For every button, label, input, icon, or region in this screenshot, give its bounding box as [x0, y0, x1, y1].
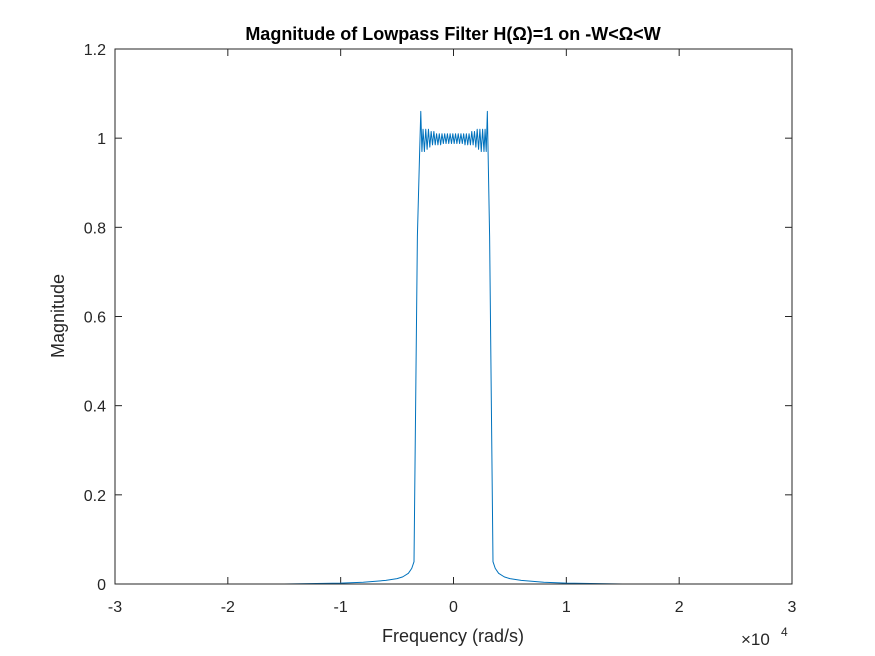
x-axis-exponent: ×10 4	[741, 625, 788, 649]
y-axis-ticks: 0 0.2 0.4 0.6 0.8 1 1.2	[84, 42, 792, 594]
x-tick-label: 2	[675, 599, 684, 616]
x-exponent-times: ×10	[741, 630, 770, 649]
chart-title: Magnitude of Lowpass Filter H(Ω)=1 on -W…	[245, 24, 660, 44]
x-tick-label: 0	[449, 599, 458, 616]
y-tick-label: 0	[97, 577, 106, 594]
y-tick-label: 0.6	[84, 310, 106, 327]
x-tick-label: 1	[562, 599, 571, 616]
series-line-magnitude	[164, 110, 743, 585]
x-tick-label: -2	[221, 599, 235, 616]
y-tick-label: 1	[97, 131, 106, 148]
x-tick-label: 3	[788, 599, 797, 616]
y-tick-label: 0.2	[84, 488, 106, 505]
y-axis-label: Magnitude	[48, 274, 68, 358]
y-tick-label: 1.2	[84, 42, 106, 59]
x-tick-label: -1	[334, 599, 348, 616]
x-tick-label: -3	[108, 599, 122, 616]
axes-background	[115, 49, 792, 584]
y-tick-label: 0.8	[84, 220, 106, 237]
y-tick-label: 0.4	[84, 399, 106, 416]
axes-box	[114, 48, 793, 585]
x-axis-label: Frequency (rad/s)	[382, 626, 524, 646]
x-exponent-power: 4	[781, 625, 788, 639]
